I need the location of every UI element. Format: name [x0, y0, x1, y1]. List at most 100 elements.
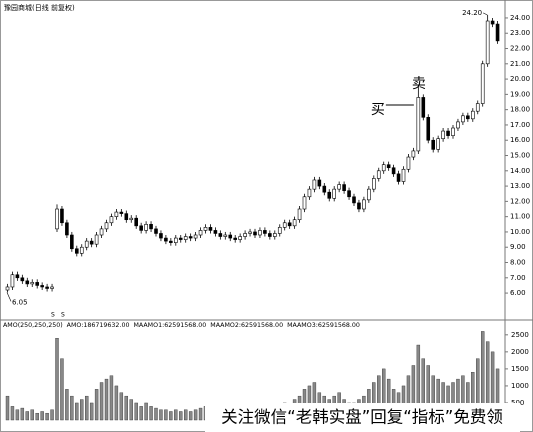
max-label: 24.20 [462, 9, 482, 17]
volume-bar [164, 409, 168, 421]
y-tick-label: 18.00 [510, 106, 530, 114]
candle-body [441, 130, 445, 140]
sell-annotation: 卖 [412, 76, 426, 92]
candle-body [213, 230, 218, 234]
candle-body [60, 208, 64, 224]
candle-body [490, 20, 495, 25]
candle-body [292, 219, 297, 227]
candle-body [154, 228, 158, 234]
candle-body [198, 230, 203, 236]
candle-body [84, 240, 89, 248]
volume-bar [20, 407, 25, 421]
volume-bar [25, 411, 29, 421]
volume-bar [198, 407, 203, 421]
volume-bar [149, 406, 153, 421]
candle-body [416, 97, 421, 152]
candle-body [253, 231, 257, 236]
volume-bar [55, 338, 59, 421]
candle-body [263, 230, 267, 234]
candle-body [238, 236, 242, 240]
candle-body [248, 231, 252, 234]
volume-bar [89, 402, 94, 421]
candle-body [124, 213, 129, 221]
y-tick-label: 10.00 [510, 228, 530, 236]
candle-body [337, 184, 341, 190]
volume-bar [144, 402, 148, 421]
volume-bar [193, 409, 198, 421]
y-tick-label: 16.00 [510, 136, 530, 144]
candle-body [178, 237, 183, 240]
candle-body [188, 236, 193, 239]
y-tick-label: 11.00 [510, 213, 530, 221]
watermark-box [205, 403, 520, 432]
candle-body [218, 233, 223, 237]
volume-bar [15, 409, 20, 421]
candle-body [376, 170, 381, 179]
candle-body [129, 217, 134, 221]
candle-body [322, 185, 327, 193]
candle-body [258, 230, 262, 236]
volume-tick-label: 1000 [511, 382, 529, 390]
y-tick-label: 22.00 [510, 45, 530, 53]
candle-body [406, 156, 411, 170]
candle-body [357, 202, 361, 210]
y-tick-label: 15.00 [510, 152, 530, 160]
candle-body [65, 222, 69, 236]
volume-legend: MAAMO2:62591568.00 [210, 322, 283, 329]
volume-bar [139, 406, 143, 421]
candle-body [164, 237, 168, 242]
suspension-marker: S [61, 312, 65, 319]
candle-body [75, 248, 79, 254]
candle-body [367, 188, 371, 201]
candle-body [169, 240, 173, 243]
y-tick-label: 8.00 [510, 259, 526, 267]
volume-bar [99, 382, 104, 421]
volume-bar [119, 392, 124, 421]
candle-body [99, 228, 104, 236]
y-tick-label: 7.00 [510, 274, 526, 282]
candle-body [268, 233, 272, 237]
volume-bar [114, 385, 119, 421]
volume-tick-label: 2500 [511, 331, 529, 339]
max-pointer [483, 12, 488, 16]
volume-bar [60, 358, 64, 421]
volume-bar [129, 399, 133, 421]
volume-bar [124, 395, 129, 421]
candle-body [426, 117, 431, 141]
volume-bar [109, 375, 114, 421]
candle-body [104, 222, 109, 230]
candle-body [203, 227, 208, 231]
volume-bar [30, 409, 34, 421]
volume-bar [40, 411, 44, 421]
candle-body [436, 138, 440, 150]
candle-body [362, 199, 366, 210]
volume-bar [179, 411, 183, 421]
volume-bar [35, 412, 39, 421]
candle-body [470, 110, 475, 120]
candle-body [371, 178, 376, 190]
candle-body [396, 173, 401, 182]
candle-body [20, 277, 25, 282]
y-tick-label: 9.00 [510, 243, 526, 251]
candle-body [347, 190, 351, 198]
candle-body [495, 23, 500, 42]
candle-body [317, 179, 322, 187]
volume-bar [94, 389, 99, 421]
y-tick-label: 24.00 [510, 14, 530, 22]
y-tick-label: 14.00 [510, 167, 530, 175]
y-tick-label: 23.00 [510, 29, 530, 37]
candle-body [50, 286, 54, 289]
volume-tick-label: 500 [511, 399, 524, 407]
candle-body [401, 168, 406, 182]
candle-body [386, 164, 391, 169]
volume-bar [84, 395, 89, 421]
candle-body [391, 167, 396, 175]
candle-body [327, 191, 332, 199]
candle-body [25, 280, 30, 285]
candle-body [119, 211, 124, 214]
volume-bar [154, 407, 158, 421]
volume-bar [169, 411, 173, 421]
volume-bar [10, 406, 15, 421]
